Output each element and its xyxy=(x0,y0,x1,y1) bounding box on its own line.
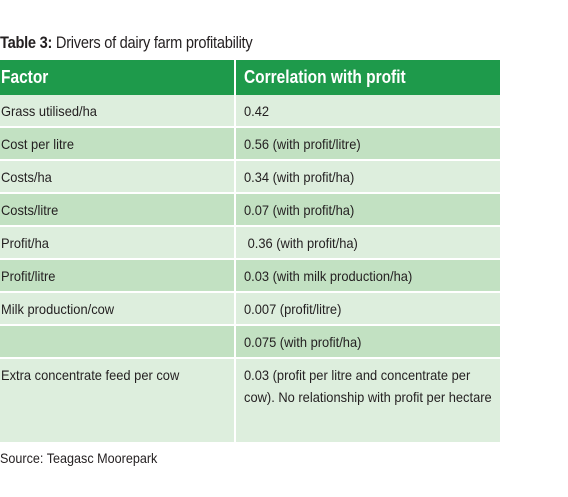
table-row: Cost per litre 0.56 (with profit/litre) xyxy=(0,127,500,161)
table-row: Extra concentrate feed per cow 0.03 (pro… xyxy=(0,358,500,444)
factor-cell: Grass utilised/ha xyxy=(0,95,236,128)
correlation-cell: 0.03 (with milk production/ha) xyxy=(235,259,500,293)
table-row: Costs/ha 0.34 (with profit/ha) xyxy=(0,160,500,194)
profitability-table: Factor Correlation with profit Grass uti… xyxy=(0,60,500,444)
table-row: Milk production/cow 0.007 (profit/litre) xyxy=(0,292,500,326)
factor-cell: Profit/ha xyxy=(0,226,236,260)
correlation-cell: 0.03 (profit per litre and concentrate p… xyxy=(235,358,500,444)
factor-cell: Extra concentrate feed per cow xyxy=(0,358,236,444)
correlation-cell: 0.34 (with profit/ha) xyxy=(235,160,500,194)
table-header-row: Factor Correlation with profit xyxy=(0,60,500,95)
factor-cell: Profit/litre xyxy=(0,259,236,293)
table-row: Costs/litre 0.07 (with profit/ha) xyxy=(0,193,500,227)
table-caption-text: Drivers of dairy farm profitability xyxy=(52,33,253,52)
table-row: Profit/ha 0.36 (with profit/ha) xyxy=(0,226,500,260)
column-header-correlation: Correlation with profit xyxy=(235,60,500,95)
correlation-cell: 0.007 (profit/litre) xyxy=(235,292,500,326)
correlation-cell: 0.07 (with profit/ha) xyxy=(235,193,500,227)
table-row: Grass utilised/ha 0.42 xyxy=(0,95,500,128)
correlation-cell: 0.075 (with profit/ha) xyxy=(235,325,500,359)
factor-cell: Costs/ha xyxy=(0,160,236,194)
correlation-cell: 0.42 xyxy=(235,95,500,128)
correlation-cell: 0.56 (with profit/litre) xyxy=(235,127,500,161)
correlation-cell: 0.36 (with profit/ha) xyxy=(235,226,500,260)
table-caption: Table 3: Drivers of dairy farm profitabi… xyxy=(0,32,253,54)
factor-cell: Cost per litre xyxy=(0,127,236,161)
factor-cell: Costs/litre xyxy=(0,193,236,227)
table-caption-label: Table 3: xyxy=(0,33,53,52)
table-row: 0.075 (with profit/ha) xyxy=(0,325,500,359)
factor-cell: Milk production/cow xyxy=(0,292,236,326)
table-row: Profit/litre 0.03 (with milk production/… xyxy=(0,259,500,293)
factor-cell xyxy=(0,325,236,359)
source-note: Source: Teagasc Moorepark xyxy=(0,450,158,466)
column-header-factor: Factor xyxy=(0,60,236,95)
